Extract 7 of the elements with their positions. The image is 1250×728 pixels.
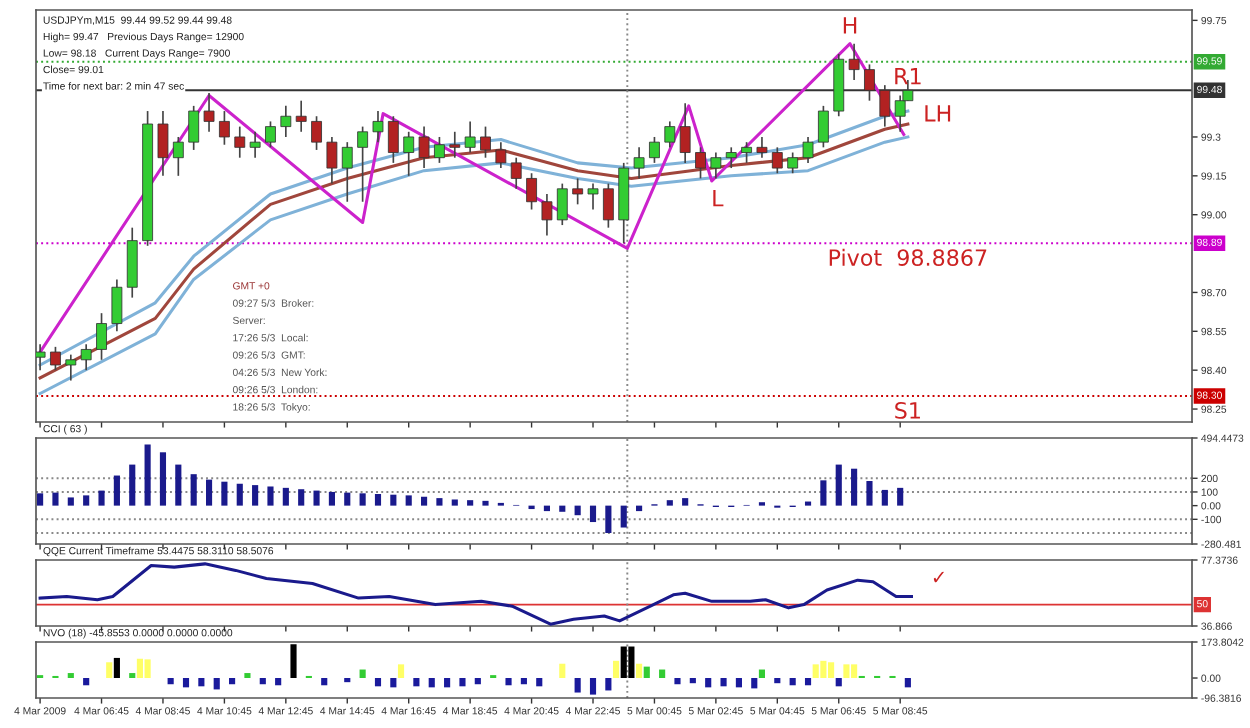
- annotation: S1: [895, 402, 920, 419]
- annotation: Pivot 98.8867: [829, 248, 987, 266]
- annotation: ✓: [933, 571, 944, 583]
- annotation: L: [713, 190, 724, 207]
- annotation: LH: [925, 105, 951, 122]
- annotation: H: [843, 17, 857, 34]
- annotation: R1: [895, 68, 921, 85]
